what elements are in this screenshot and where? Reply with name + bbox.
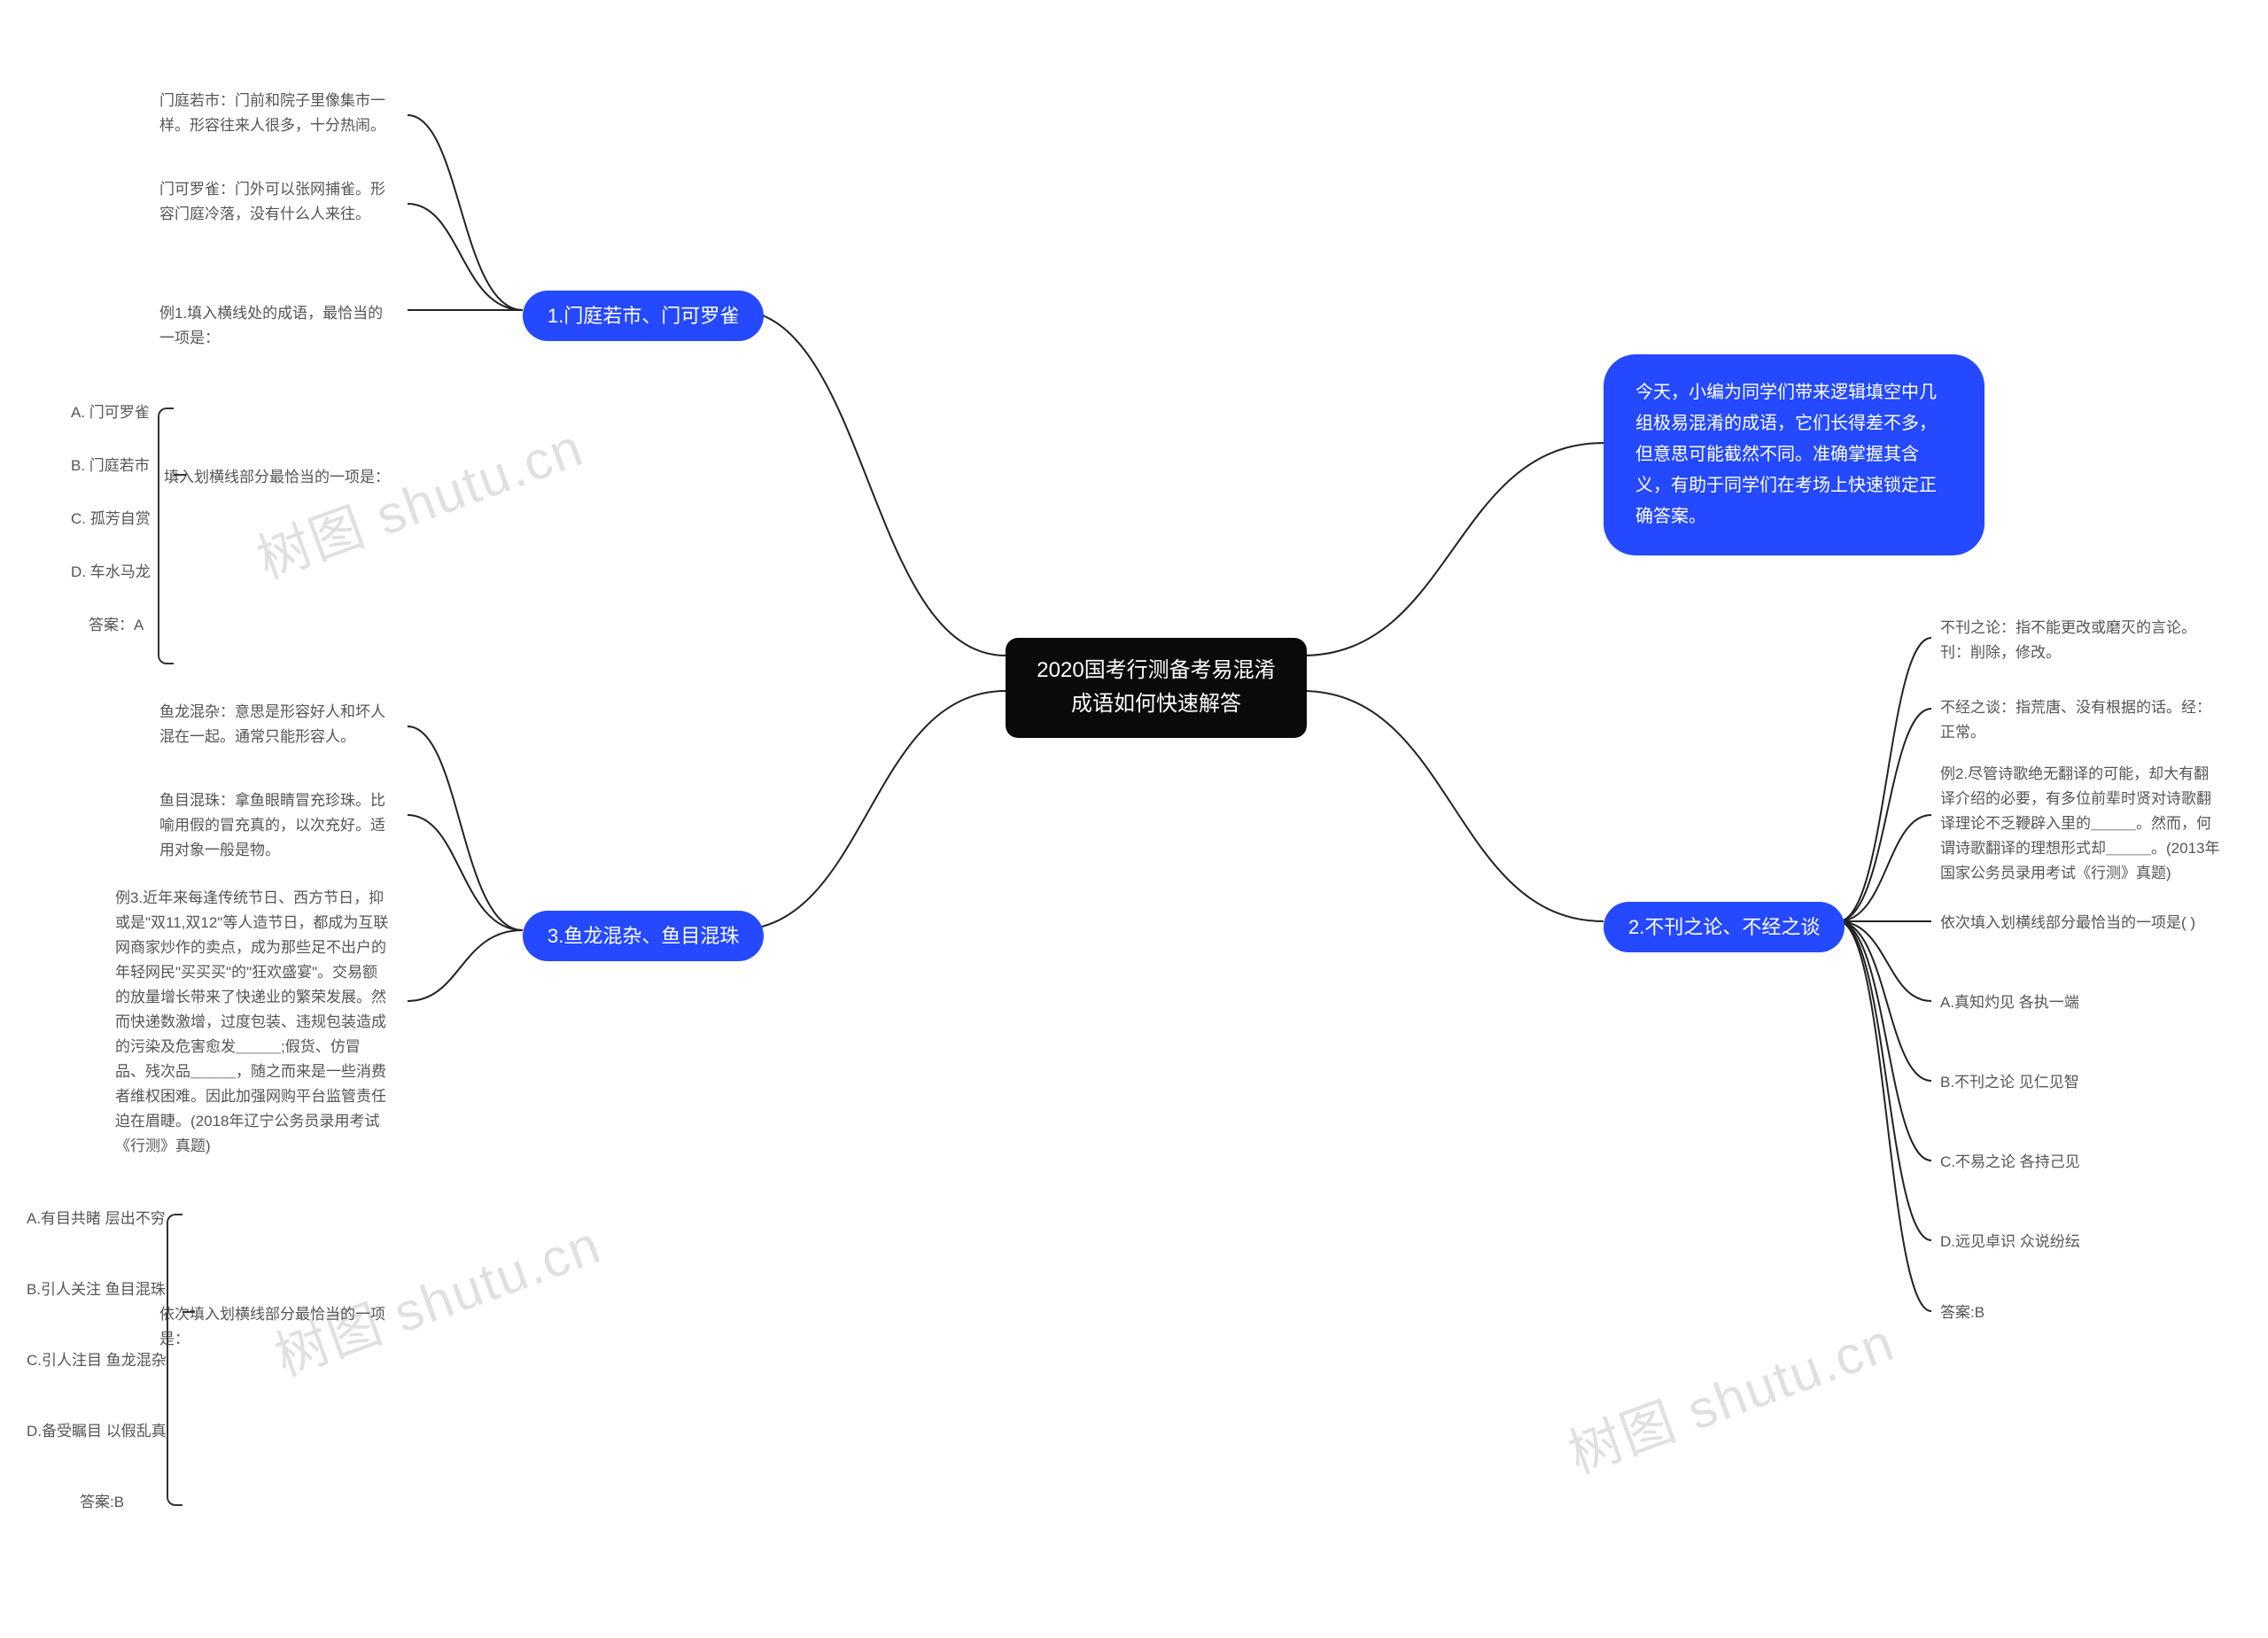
watermark: 树图 shutu.cn	[245, 405, 593, 594]
branch-2[interactable]: 2.不刊之论、不经之谈	[1604, 902, 1845, 952]
root-title-line1: 2020国考行测备考易混淆	[1030, 654, 1282, 687]
b3-optA: A.有目共睹 层出不穷	[27, 1207, 166, 1231]
b3-optD: D.备受瞩目 以假乱真	[27, 1419, 167, 1444]
b1-stem: 填入划横线部分最恰当的一项是：	[164, 465, 390, 490]
b2-def2: 不经之谈：指荒唐、没有根据的话。经：正常。	[1940, 695, 2215, 745]
b3-answer: 答案:B	[80, 1490, 124, 1515]
b3-optB: B.引人关注 鱼目混珠	[27, 1277, 166, 1302]
b2-optB: B.不刊之论 见仁见智	[1940, 1070, 2079, 1095]
b1-optD: D. 车水马龙	[71, 560, 151, 585]
b3-stem: 依次填入划横线部分最恰当的一项是：	[159, 1302, 390, 1352]
b1-optC: C. 孤芳自赏	[71, 507, 151, 532]
mindmap-canvas: 树图 shutu.cn 树图 shutu.cn 树图 shutu.cn 树图 s…	[0, 0, 2268, 1638]
b1-def2: 门可罗雀：门外可以张网捕雀。形容门庭冷落，没有什么人来往。	[159, 177, 390, 227]
root-node[interactable]: 2020国考行测备考易混淆 成语如何快速解答	[1006, 638, 1307, 738]
b2-stem: 依次填入划横线部分最恰当的一项是( )	[1940, 911, 2195, 935]
b2-optD: D.远见卓识 众说纷纭	[1940, 1230, 2080, 1254]
b2-answer: 答案:B	[1940, 1300, 1984, 1325]
b2-optC: C.不易之论 各持己见	[1940, 1150, 2080, 1175]
b3-bracket	[167, 1214, 183, 1506]
b1-optB: B. 门庭若市	[71, 454, 150, 478]
b1-optA: A. 门可罗雀	[71, 400, 150, 425]
watermark: 树图 shutu.cn	[263, 1202, 610, 1392]
root-title-line2: 成语如何快速解答	[1030, 687, 1282, 721]
b3-def1: 鱼龙混杂：意思是形容好人和坏人混在一起。通常只能形容人。	[159, 700, 390, 749]
b2-example: 例2.尽管诗歌绝无翻译的可能，却大有翻译介绍的必要，有多位前辈时贤对诗歌翻译理论…	[1940, 762, 2224, 886]
b3-optC: C.引人注目 鱼龙混杂	[27, 1348, 167, 1373]
branch-3[interactable]: 3.鱼龙混杂、鱼目混珠	[523, 911, 764, 961]
b3-bracket-stub	[183, 1311, 195, 1313]
b1-def1: 门庭若市：门前和院子里像集市一样。形容往来人很多，十分热闹。	[159, 89, 390, 138]
b1-answer: 答案：A	[89, 613, 144, 638]
b2-optA: A.真知灼见 各执一端	[1940, 990, 2079, 1015]
b2-def1: 不刊之论：指不能更改或磨灭的言论。刊：削除，修改。	[1940, 616, 2215, 665]
b1-example: 例1.填入横线处的成语，最恰当的一项是：	[159, 301, 390, 351]
intro-node[interactable]: 今天，小编为同学们带来逻辑填空中几组极易混淆的成语，它们长得差不多，但意思可能截…	[1604, 354, 1984, 555]
b1-bracket	[158, 408, 174, 664]
branch-1[interactable]: 1.门庭若市、门可罗雀	[523, 291, 764, 341]
watermark: 树图 shutu.cn	[1557, 1300, 1904, 1489]
b1-bracket-stub	[174, 474, 186, 476]
b3-def2: 鱼目混珠：拿鱼眼睛冒充珍珠。比喻用假的冒充真的，以次充好。适用对象一般是物。	[159, 788, 390, 863]
b3-example: 例3.近年来每逢传统节日、西方节日，抑或是"双11,双12"等人造节日，都成为互…	[115, 886, 390, 1160]
